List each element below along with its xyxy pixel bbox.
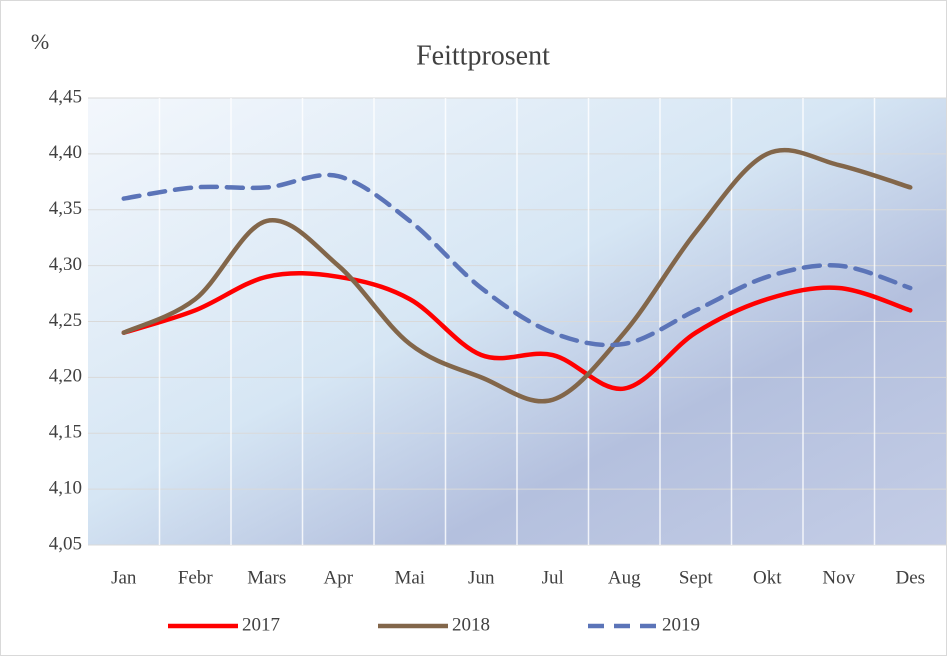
x-tick-label: Des (895, 567, 925, 588)
y-axis-label: % (31, 29, 49, 54)
y-tick-label: 4,40 (49, 142, 82, 163)
legend-label: 2018 (452, 614, 490, 635)
line-series (121, 172, 913, 348)
chart-title: Feittprosent (416, 40, 550, 71)
y-tick-label: 4,45 (49, 86, 82, 107)
x-tick-label: Okt (753, 567, 782, 588)
y-tick-label: 4,35 (49, 198, 82, 219)
y-tick-label: 4,25 (49, 310, 82, 331)
x-tick-label: Mai (394, 567, 425, 588)
x-tick-label: Jun (468, 567, 495, 588)
x-tick-label: Nov (822, 567, 855, 588)
x-tick-label: Mars (247, 567, 286, 588)
x-tick-label: Jan (111, 567, 137, 588)
x-tick-label: Apr (323, 567, 353, 588)
y-tick-label: 4,05 (49, 533, 82, 554)
y-tick-label: 4,15 (49, 422, 82, 443)
x-tick-label: Aug (608, 567, 641, 588)
y-tick-label: 4,10 (49, 477, 82, 498)
x-tick-label: Jul (542, 567, 564, 588)
x-tick-label: Febr (178, 567, 214, 588)
y-tick-label: 4,30 (49, 254, 82, 275)
legend-label: 2019 (662, 614, 700, 635)
legend-label: 2017 (242, 614, 280, 635)
line-series (121, 271, 913, 391)
y-tick-label: 4,20 (49, 366, 82, 387)
x-tick-label: Sept (679, 567, 714, 588)
line-series (121, 147, 913, 404)
